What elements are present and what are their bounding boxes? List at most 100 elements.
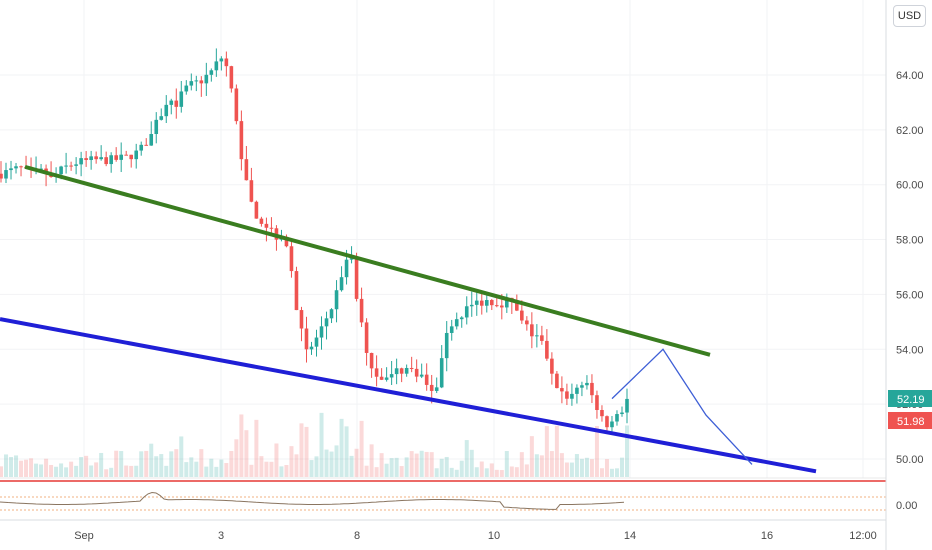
volume-bar [249,464,254,477]
volume-bar [394,457,399,477]
volume-bar [59,463,64,477]
candle-body [560,388,564,392]
volume-bar [229,450,234,477]
time-tick-label: 12:00 [849,530,877,542]
candle-body [414,368,419,377]
candle-body [214,61,219,71]
volume-bars [0,412,629,477]
time-tick-label: 3 [218,530,224,542]
volume-bar [44,458,49,477]
candle-body [605,416,609,428]
candle-body [159,116,164,120]
candle-body [595,395,599,410]
volume-bar [279,466,284,477]
candle-body [244,159,249,181]
volume-bar [189,457,194,477]
volume-bar [219,459,224,477]
candle-body [284,236,289,247]
candle-body [79,158,83,165]
candle-body [505,297,509,308]
oscillator-line [0,491,625,510]
volume-bar [284,465,289,477]
volume-bar [474,467,479,477]
volume-bar [524,464,529,477]
volume-bar [625,425,629,477]
price-tick-label: 60.00 [896,180,924,192]
candle-body [500,305,504,308]
currency-button[interactable]: USD [893,5,926,27]
volume-bar [259,456,264,477]
time-axis[interactable]: Sep 3 8 10 14 16 12:00 [74,530,877,542]
candle-body [625,398,629,413]
volume-bar [389,458,394,477]
trendlines[interactable] [0,164,817,474]
resistance-trendline[interactable] [24,164,711,357]
volume-bar [14,455,19,477]
candle-body [224,58,229,67]
candle-body [374,368,379,377]
volume-bar [439,458,444,477]
candle-body [119,154,123,160]
volume-bar [104,469,109,477]
volume-bar [399,466,404,477]
volume-bar [594,425,599,477]
volume-bar [324,449,329,477]
volume-bar [209,458,214,477]
volume-bar [404,457,409,477]
candle-body [389,374,394,378]
volume-bar [614,468,619,477]
candle-body [194,80,199,82]
candle-body [339,277,344,291]
volume-bar [184,462,189,477]
candle-body [189,81,194,86]
candle-body [419,374,424,377]
volume-bar [549,451,554,477]
volume-bar [309,460,314,477]
volume-bar [169,451,174,477]
volume-bar [449,467,454,477]
candle-body [394,368,399,375]
time-tick-label: 10 [488,530,500,542]
volume-bar [359,420,364,477]
volume-bar [144,450,149,477]
volume-bar [199,449,204,477]
volume-bar [54,466,59,477]
volume-bar [74,465,79,477]
candle-body [89,156,93,161]
candle-body [620,412,624,415]
candle-body [314,337,319,347]
candle-body [469,304,474,307]
volume-bar [529,436,534,477]
candle-body [610,421,614,428]
volume-bar [234,439,239,477]
candle-body [104,157,108,165]
candle-body [144,144,149,146]
candle-body [354,258,359,299]
candle-body [134,150,139,160]
last-price-label: 52.19 [888,390,932,407]
candle-body [304,328,309,350]
volume-bar [264,461,269,477]
candle-body [169,100,174,105]
candle-body [489,300,494,306]
volume-bar [254,419,259,477]
projection-path[interactable] [611,348,753,465]
volume-bar [244,430,249,477]
candle-body [239,121,244,160]
volume-bar [124,465,129,477]
candle-body [39,168,43,170]
volume-bar [269,461,274,477]
time-tick-label: Sep [74,530,94,542]
candle-body [484,300,489,306]
candle-body [515,300,519,311]
volume-bar [499,470,504,477]
support-trendline[interactable] [0,317,817,474]
candle-body [585,382,589,386]
candle-body [525,320,529,325]
candle-body [19,166,23,168]
volume-bar [154,456,159,477]
volume-bar [464,440,469,477]
candle-body [179,91,184,107]
